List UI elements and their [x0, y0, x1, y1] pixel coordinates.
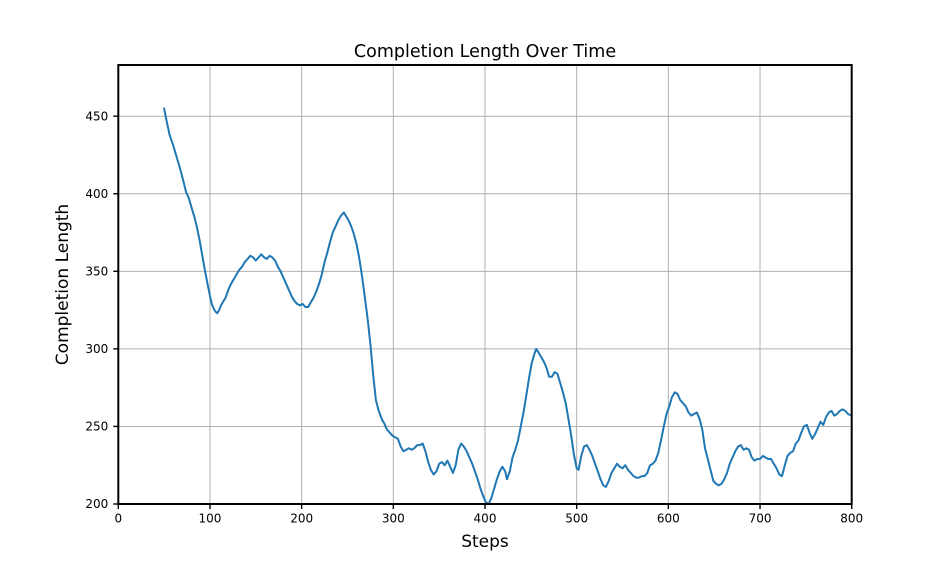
x-axis-label: Steps [461, 532, 509, 552]
x-tick-label: 400 [474, 512, 497, 526]
x-tick-label: 600 [657, 512, 680, 526]
x-tick-label: 500 [565, 512, 588, 526]
grid-layer [117, 65, 853, 505]
x-tick-label: 100 [199, 512, 222, 526]
tick-layer: 0 100 200 300 400 500 600 700 800 200 250 300 350 400… [85, 109, 863, 525]
chart-title: Completion Length Over Time [354, 42, 616, 62]
x-tick-label: 200 [290, 512, 313, 526]
x-tick-label: 0 [114, 512, 122, 526]
x-tick-label: 700 [749, 512, 772, 526]
completion_length-line [163, 107, 853, 505]
y-tick-label: 350 [85, 265, 108, 279]
y-tick-label: 450 [85, 109, 108, 123]
y-tick-label: 400 [85, 187, 108, 201]
y-axis-label: Completion Length [53, 204, 73, 365]
y-tick-label: 200 [85, 497, 108, 511]
x-tick-label: 800 [840, 512, 863, 526]
series-layer [163, 107, 853, 505]
x-tick-label: 300 [382, 512, 405, 526]
y-tick-label: 300 [85, 342, 108, 356]
y-tick-label: 250 [85, 420, 108, 434]
